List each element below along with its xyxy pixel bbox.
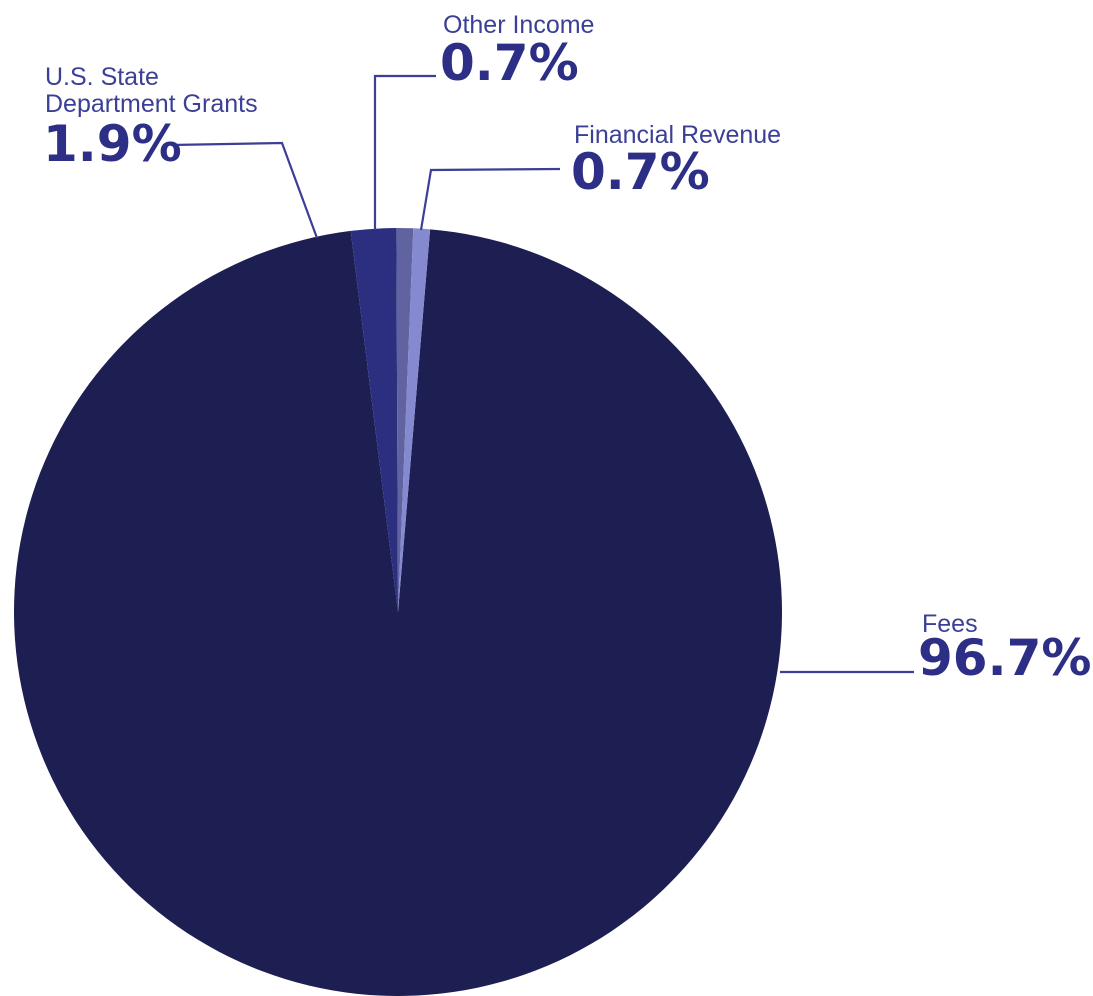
leader-lines xyxy=(170,74,914,674)
label-fees-name: Fees xyxy=(922,610,978,638)
pie-slice-state-grants xyxy=(350,228,398,612)
leader-state-grants xyxy=(170,141,319,239)
label-financial-revenue: Financial Revenue 0.7% xyxy=(571,121,781,201)
label-fees: Fees 96.7% xyxy=(918,610,1091,687)
label-state-grants-value: 1.9% xyxy=(43,115,182,173)
pie-slice-other-income xyxy=(396,227,414,612)
label-state-grants-name-line1: U.S. State xyxy=(45,63,159,91)
label-financial-revenue-name: Financial Revenue xyxy=(574,121,781,149)
label-fees-value: 96.7% xyxy=(918,629,1091,687)
label-other-income: Other Income 0.7% xyxy=(440,11,594,92)
label-state-grants-name-line2: Department Grants xyxy=(45,90,258,118)
label-financial-revenue-value: 0.7% xyxy=(571,143,710,201)
label-other-income-name: Other Income xyxy=(443,11,594,39)
label-other-income-value: 0.7% xyxy=(440,34,579,92)
pie-slices xyxy=(13,227,782,996)
leader-financial-revenue xyxy=(419,167,561,231)
label-state-grants: U.S. State Department Grants 1.9% xyxy=(43,63,258,173)
pie-slice-financial-revenue xyxy=(398,228,431,613)
leader-other-income xyxy=(373,74,436,230)
pie-slice-fees xyxy=(13,229,782,996)
